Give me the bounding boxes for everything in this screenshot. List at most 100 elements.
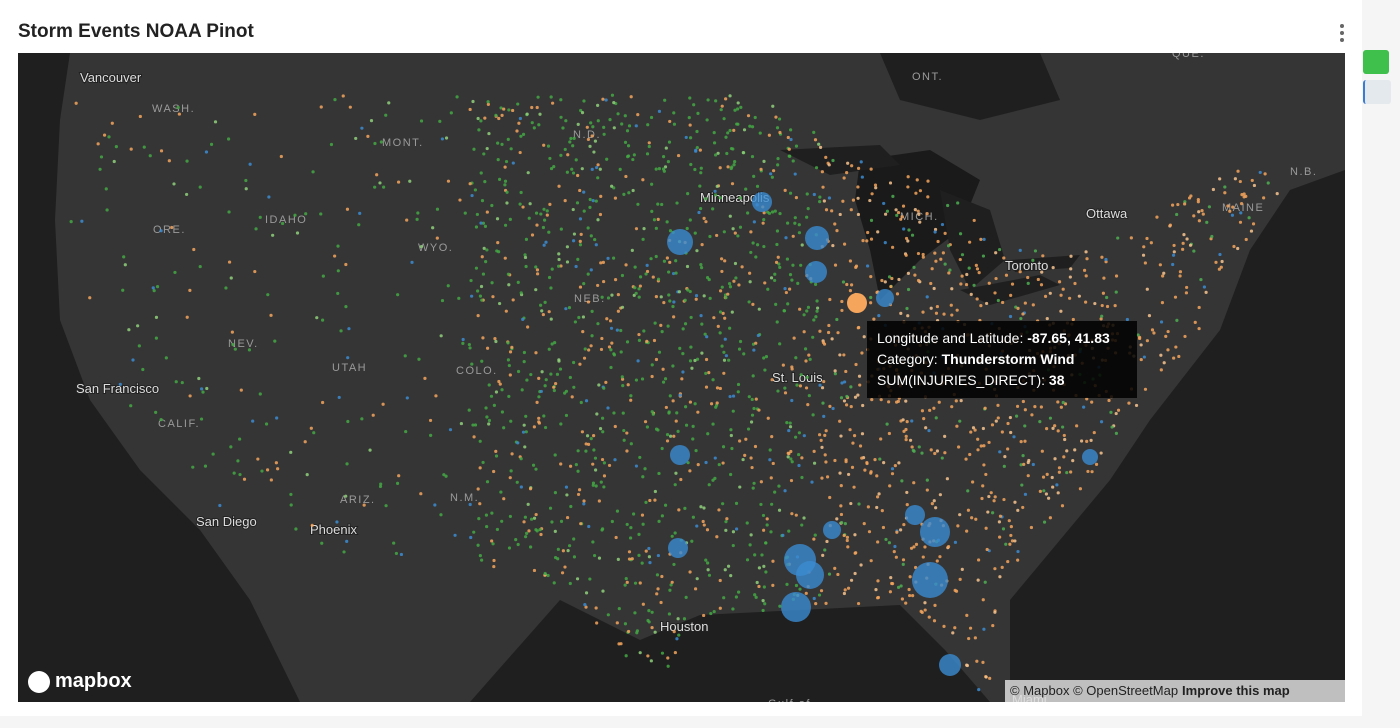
scatter-point xyxy=(522,520,526,524)
scatter-point xyxy=(127,328,131,332)
scatter-point xyxy=(535,268,540,272)
scatter-point xyxy=(557,257,561,262)
scatter-point xyxy=(717,508,721,512)
scatter-point xyxy=(817,142,821,146)
scatter-point xyxy=(480,298,484,302)
scatter-point xyxy=(672,122,677,126)
scatter-point xyxy=(403,354,407,358)
scatter-point xyxy=(556,547,560,551)
mapbox-logo[interactable]: mapbox xyxy=(28,670,132,693)
scatter-point xyxy=(693,402,697,406)
scatter-point xyxy=(720,344,724,348)
scatter-point xyxy=(172,182,176,186)
scatter-point xyxy=(649,115,654,120)
filter-indicator[interactable] xyxy=(1363,50,1389,74)
scatter-point xyxy=(543,425,548,430)
scatter-point xyxy=(774,115,778,119)
scatter-point xyxy=(588,577,592,581)
scatter-point xyxy=(706,432,710,436)
map[interactable]: VancouverWASH.ONT.QUÉ.N.D.MONT.Minneapol… xyxy=(18,53,1345,702)
scatter-point xyxy=(1152,331,1156,335)
scatter-point xyxy=(819,589,824,593)
scatter-point xyxy=(754,341,758,345)
scatter-point xyxy=(1228,209,1232,213)
scatter-point xyxy=(826,330,831,335)
scatter-point xyxy=(1217,267,1221,271)
scatter-point xyxy=(238,472,242,477)
scatter-point xyxy=(702,216,706,220)
scatter-point xyxy=(428,418,433,423)
attribution-osm[interactable]: © OpenStreetMap xyxy=(1073,683,1179,698)
scatter-point xyxy=(549,372,553,376)
scatter-point xyxy=(718,196,722,200)
scatter-point xyxy=(303,440,307,444)
scatter-point xyxy=(1051,266,1055,270)
scatter-point xyxy=(579,400,583,405)
scatter-point xyxy=(504,309,508,313)
scatter-point xyxy=(549,95,553,99)
scatter-point xyxy=(958,419,962,423)
scatter-point xyxy=(958,513,962,517)
scatter-point xyxy=(936,239,940,244)
scatter-point xyxy=(552,385,556,389)
scatter-point xyxy=(1200,209,1204,213)
scatter-point xyxy=(785,421,789,425)
scatter-point xyxy=(1250,178,1254,183)
scatter-point xyxy=(1068,275,1072,279)
scatter-point xyxy=(1041,254,1045,258)
scatter-point xyxy=(419,245,423,249)
scatter-point xyxy=(1223,185,1227,189)
scatter-point xyxy=(994,419,998,423)
scatter-point xyxy=(542,243,546,247)
scatter-point xyxy=(479,284,484,289)
scatter-point xyxy=(544,378,548,382)
scatter-point xyxy=(244,178,248,183)
scatter-point xyxy=(1231,205,1235,209)
scatter-point xyxy=(736,390,740,394)
scatter-point xyxy=(893,463,897,468)
scatter-point xyxy=(534,265,538,269)
scatter-point xyxy=(862,521,866,526)
scatter-point xyxy=(840,520,844,525)
filter-indicator[interactable] xyxy=(1363,80,1391,104)
scatter-point xyxy=(311,170,315,174)
scatter-point xyxy=(892,550,896,554)
scatter-point xyxy=(1114,274,1119,278)
scatter-point xyxy=(429,433,433,437)
scatter-point xyxy=(491,295,495,299)
scatter-point xyxy=(1085,257,1089,261)
scatter-point xyxy=(696,111,700,115)
scatter-point xyxy=(807,394,811,398)
scatter-point xyxy=(1197,210,1201,214)
scatter-point xyxy=(897,277,901,282)
scatter-point xyxy=(714,99,718,103)
scatter-point xyxy=(1147,314,1152,318)
scatter-point xyxy=(733,231,737,235)
scatter-point xyxy=(609,348,613,352)
scatter-point xyxy=(856,393,860,397)
scatter-point xyxy=(1059,293,1063,297)
scatter-point xyxy=(538,528,542,532)
scatter-point xyxy=(439,513,443,517)
scatter-point xyxy=(550,267,554,271)
scatter-point xyxy=(667,270,671,274)
scatter-point xyxy=(740,265,744,269)
scatter-point xyxy=(1247,216,1251,220)
menu-button[interactable] xyxy=(1336,22,1348,44)
scatter-point xyxy=(1142,245,1146,249)
attribution-mapbox[interactable]: © Mapbox xyxy=(1010,683,1070,698)
improve-map-link[interactable]: Improve this map xyxy=(1182,683,1290,698)
scatter-point xyxy=(279,154,283,159)
scatter-point xyxy=(346,419,350,424)
scatter-point xyxy=(1150,328,1155,332)
scatter-point xyxy=(453,533,457,537)
scatter-point xyxy=(1019,463,1023,467)
scatter-point xyxy=(890,276,894,281)
scatter-point xyxy=(606,296,611,300)
scatter-point xyxy=(479,119,483,123)
scatter-point xyxy=(497,116,501,121)
scatter-point xyxy=(578,217,583,221)
scatter-point xyxy=(788,287,792,291)
scatter-point xyxy=(873,458,877,462)
